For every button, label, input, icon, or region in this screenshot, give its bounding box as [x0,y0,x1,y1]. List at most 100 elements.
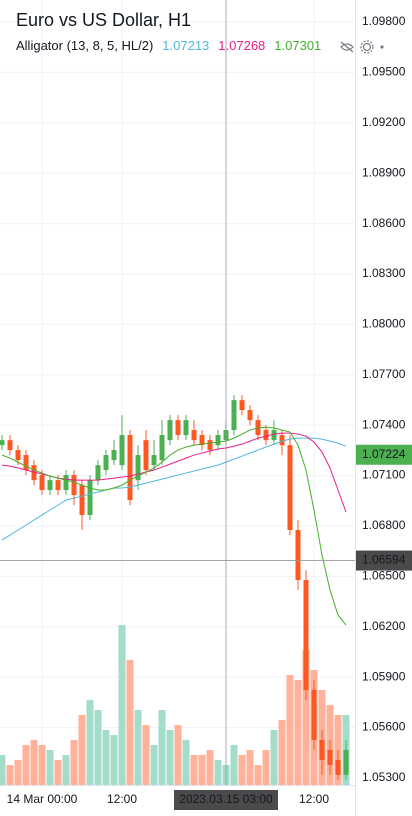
volume-bar [174,725,182,785]
candle-body [327,749,333,766]
volume-bar [238,755,246,785]
y-tick-label: 1.06800 [362,518,406,532]
candle-body [87,480,93,516]
candle-body [311,689,317,740]
volume-bar [134,710,142,785]
candle-body [119,435,125,466]
y-tick-label: 1.07700 [362,367,406,381]
y-tick-label: 1.06200 [362,619,406,633]
legend-value: 1.07268 [218,38,265,53]
volume-bar [14,760,22,785]
indicator-legend: Alligator (13, 8, 5, HL/2) 1.07213 1.07268… [16,38,321,53]
candle-body [23,455,29,471]
volume-bar [158,710,166,785]
x-tick-label: 12:00 [299,792,329,806]
y-tick-label: 1.05600 [362,720,406,734]
volume-bar [54,760,62,785]
candle-body [263,430,269,441]
volume-bar [278,720,286,785]
y-tick-label: 1.09800 [362,14,406,28]
volume-bar [206,750,214,785]
volume-bar [62,755,70,785]
legend-icons[interactable] [340,40,384,54]
volume-bar [78,715,86,785]
candle-body [271,430,277,441]
volume-bar [94,710,102,785]
crosshair-price-label: 1.06594 [362,553,406,567]
candle-body [95,465,101,481]
hide-icon[interactable] [340,41,354,53]
candle-body [39,475,45,491]
candle-body [207,440,213,451]
candle-body [199,435,205,446]
candle-body [151,455,157,466]
indicator-label: Alligator (13, 8, 5, HL/2) [16,38,153,53]
grid [0,0,355,785]
volume-bar [182,740,190,785]
candle-body [79,485,85,516]
y-tick-label: 1.08600 [362,216,406,230]
candle-body [127,435,133,501]
candle-body [135,455,141,481]
volume-bar [126,660,134,785]
volume-bar [286,675,294,785]
candle-body [247,410,253,421]
legend-value: 1.07213 [162,38,209,53]
last-price-box [356,444,412,465]
legend-value: 1.07301 [274,38,321,53]
candle-body [343,749,349,775]
alligator-line [1,426,347,626]
volume-bar [270,730,278,785]
candle-body [175,420,181,436]
y-tick-label: 1.09500 [362,65,406,79]
y-tick-label: 1.08000 [362,317,406,331]
candle-body [0,440,5,446]
volume-bar [142,725,150,785]
candle-body [111,450,117,461]
crosshair-time-box [174,790,278,810]
settings-icon-ring [360,40,374,54]
y-tick-label: 1.09200 [362,115,406,129]
candle-body [215,435,221,446]
volume-bar [46,750,54,785]
volume-bar [262,750,270,785]
volume-bar [86,700,94,785]
candle-body [303,580,309,690]
candle-body [239,400,245,411]
volume-bar [246,750,254,785]
volume-bar [214,760,222,785]
candle-body [183,420,189,436]
x-tick-label: 12:00 [107,792,137,806]
volume-bar [230,745,238,785]
candle-body [279,435,285,446]
y-tick-label: 1.08900 [362,165,406,179]
volume-bar [22,745,30,785]
candle-body [159,435,165,461]
alligator-line [1,432,347,513]
candle-body [191,430,197,441]
candle-body [143,440,149,471]
crosshair-time-label: 2023.03.15 03:00 [179,792,273,806]
volume-bar [118,625,126,785]
volume-bar [294,680,302,785]
candle-body [15,450,21,461]
volume-bar [254,765,262,785]
volume-bar [150,745,158,785]
volume-bar [190,755,198,785]
candle-body [63,475,69,491]
candle-body [295,529,301,581]
candle-body [335,759,341,775]
volume-bar [102,730,110,785]
candle-body [71,475,77,496]
settings-icon[interactable] [362,42,372,52]
volume-bar [30,740,38,785]
y-tick-label: 1.05900 [362,669,406,683]
plot [0,0,355,785]
candle-body [31,465,37,481]
alligator-line [1,437,347,541]
more-icon[interactable] [380,45,384,49]
candle-body [7,440,13,451]
volume-bar [0,755,6,785]
